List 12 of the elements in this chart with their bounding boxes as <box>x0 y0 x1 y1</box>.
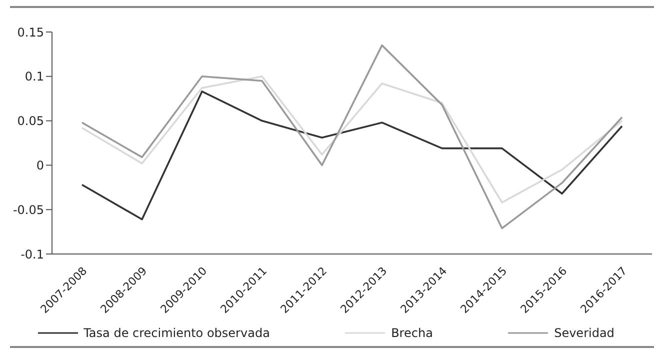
y-tick-label: 0.15 <box>17 25 44 40</box>
y-tick-label: 0.1 <box>24 70 44 84</box>
y-tick-label: 0 <box>36 158 44 172</box>
legend-label: Severidad <box>553 326 614 340</box>
line-series <box>81 90 623 220</box>
y-tick-label: 0.05 <box>17 114 44 128</box>
line-series <box>81 44 623 230</box>
legend-label: Tasa de crecimiento observada <box>82 326 270 340</box>
y-tick-label: -0.05 <box>12 202 44 217</box>
line-series <box>81 76 623 204</box>
y-tick-label: -0.1 <box>20 247 44 262</box>
legend-label: Brecha <box>390 326 433 340</box>
